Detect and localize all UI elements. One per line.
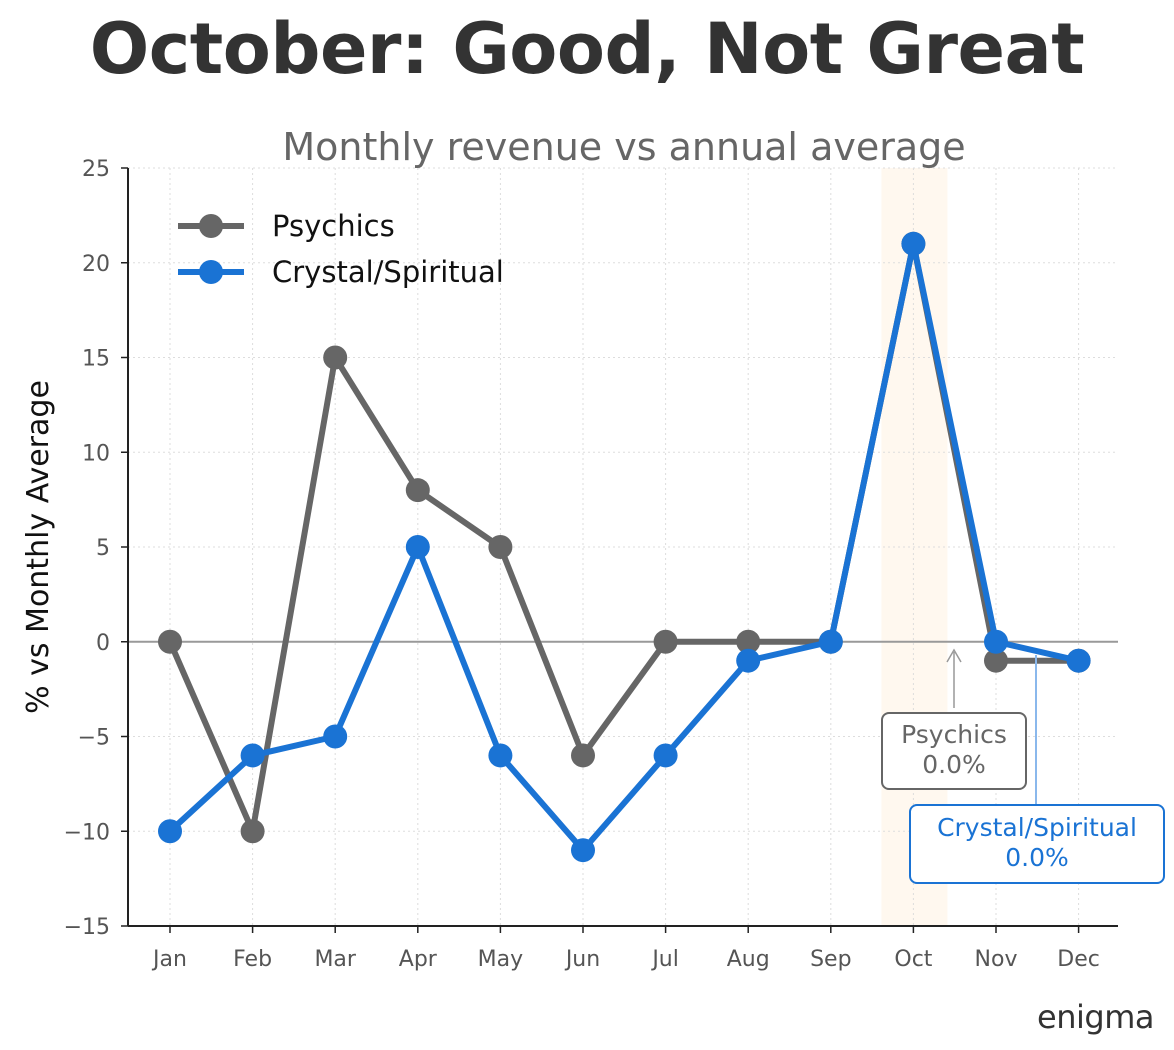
x-tick-label: Dec	[1057, 947, 1100, 972]
series-1-point	[571, 743, 595, 768]
annotation-box	[881, 712, 1027, 790]
x-tick-label: Apr	[399, 947, 438, 972]
y-tick-label: −5	[78, 726, 110, 751]
y-tick-label: −15	[64, 915, 110, 940]
y-tick-label: 0	[96, 631, 110, 656]
annotation-box	[909, 804, 1165, 884]
brand-logo: enigma	[1037, 998, 1154, 1036]
series-2-point	[736, 648, 761, 673]
series-line-2	[167, 240, 1082, 854]
series-1-point	[405, 478, 430, 503]
series-2-point	[158, 819, 182, 844]
x-tick-label: Sep	[810, 947, 851, 972]
x-tick-label: Nov	[975, 947, 1018, 972]
legend-swatch-marker	[199, 214, 223, 238]
x-tick-label: Jun	[564, 947, 600, 972]
series-1-point	[653, 629, 678, 654]
chart-title: October: Good, Not Great	[89, 8, 1085, 90]
y-tick-label: 20	[82, 252, 110, 277]
series-1-point	[158, 629, 182, 654]
legend-label: Psychics	[272, 209, 395, 243]
legend-label: Crystal/Spiritual	[272, 255, 504, 289]
annotation-label: Psychics	[901, 720, 1007, 749]
series-1-point	[736, 629, 761, 654]
y-tick-label: −10	[64, 820, 110, 845]
x-tick-label: Oct	[894, 947, 932, 972]
series-2-point	[488, 743, 513, 768]
y-axis-label: % vs Monthly Average	[21, 380, 56, 714]
series-2-point	[901, 231, 926, 256]
series-2-point	[653, 743, 678, 768]
x-tick-label: Feb	[233, 947, 272, 972]
series-2-point	[323, 724, 348, 749]
legend-swatch-marker	[199, 260, 223, 284]
x-tick-label: Mar	[314, 947, 356, 972]
x-tick-label: Jul	[650, 947, 679, 972]
x-tick-label: Aug	[727, 947, 770, 972]
x-tick-label: Jan	[151, 947, 187, 972]
y-tick-label: 5	[96, 536, 110, 561]
annotation-arrowhead	[946, 648, 962, 663]
y-tick-label: 10	[82, 441, 110, 466]
series-1-point	[488, 535, 513, 559]
series-2-point	[984, 629, 1008, 654]
chart-subtitle: Monthly revenue vs annual average	[282, 125, 965, 169]
series-1-point	[323, 345, 348, 370]
annotation-value: 0.0%	[922, 750, 986, 779]
x-tick-label: May	[478, 947, 523, 972]
series-1-point	[240, 819, 265, 844]
series-1-point	[984, 648, 1008, 673]
y-tick-label: 15	[82, 347, 110, 372]
y-tick-label: 25	[82, 157, 110, 182]
series-2-point	[240, 743, 265, 768]
series-2-point	[1066, 648, 1091, 673]
series-2-point	[405, 535, 430, 559]
annotation-value: 0.0%	[1005, 843, 1069, 872]
series-2-point	[818, 629, 843, 654]
series-2-point	[571, 838, 595, 863]
annotation-label: Crystal/Spiritual	[937, 813, 1137, 842]
